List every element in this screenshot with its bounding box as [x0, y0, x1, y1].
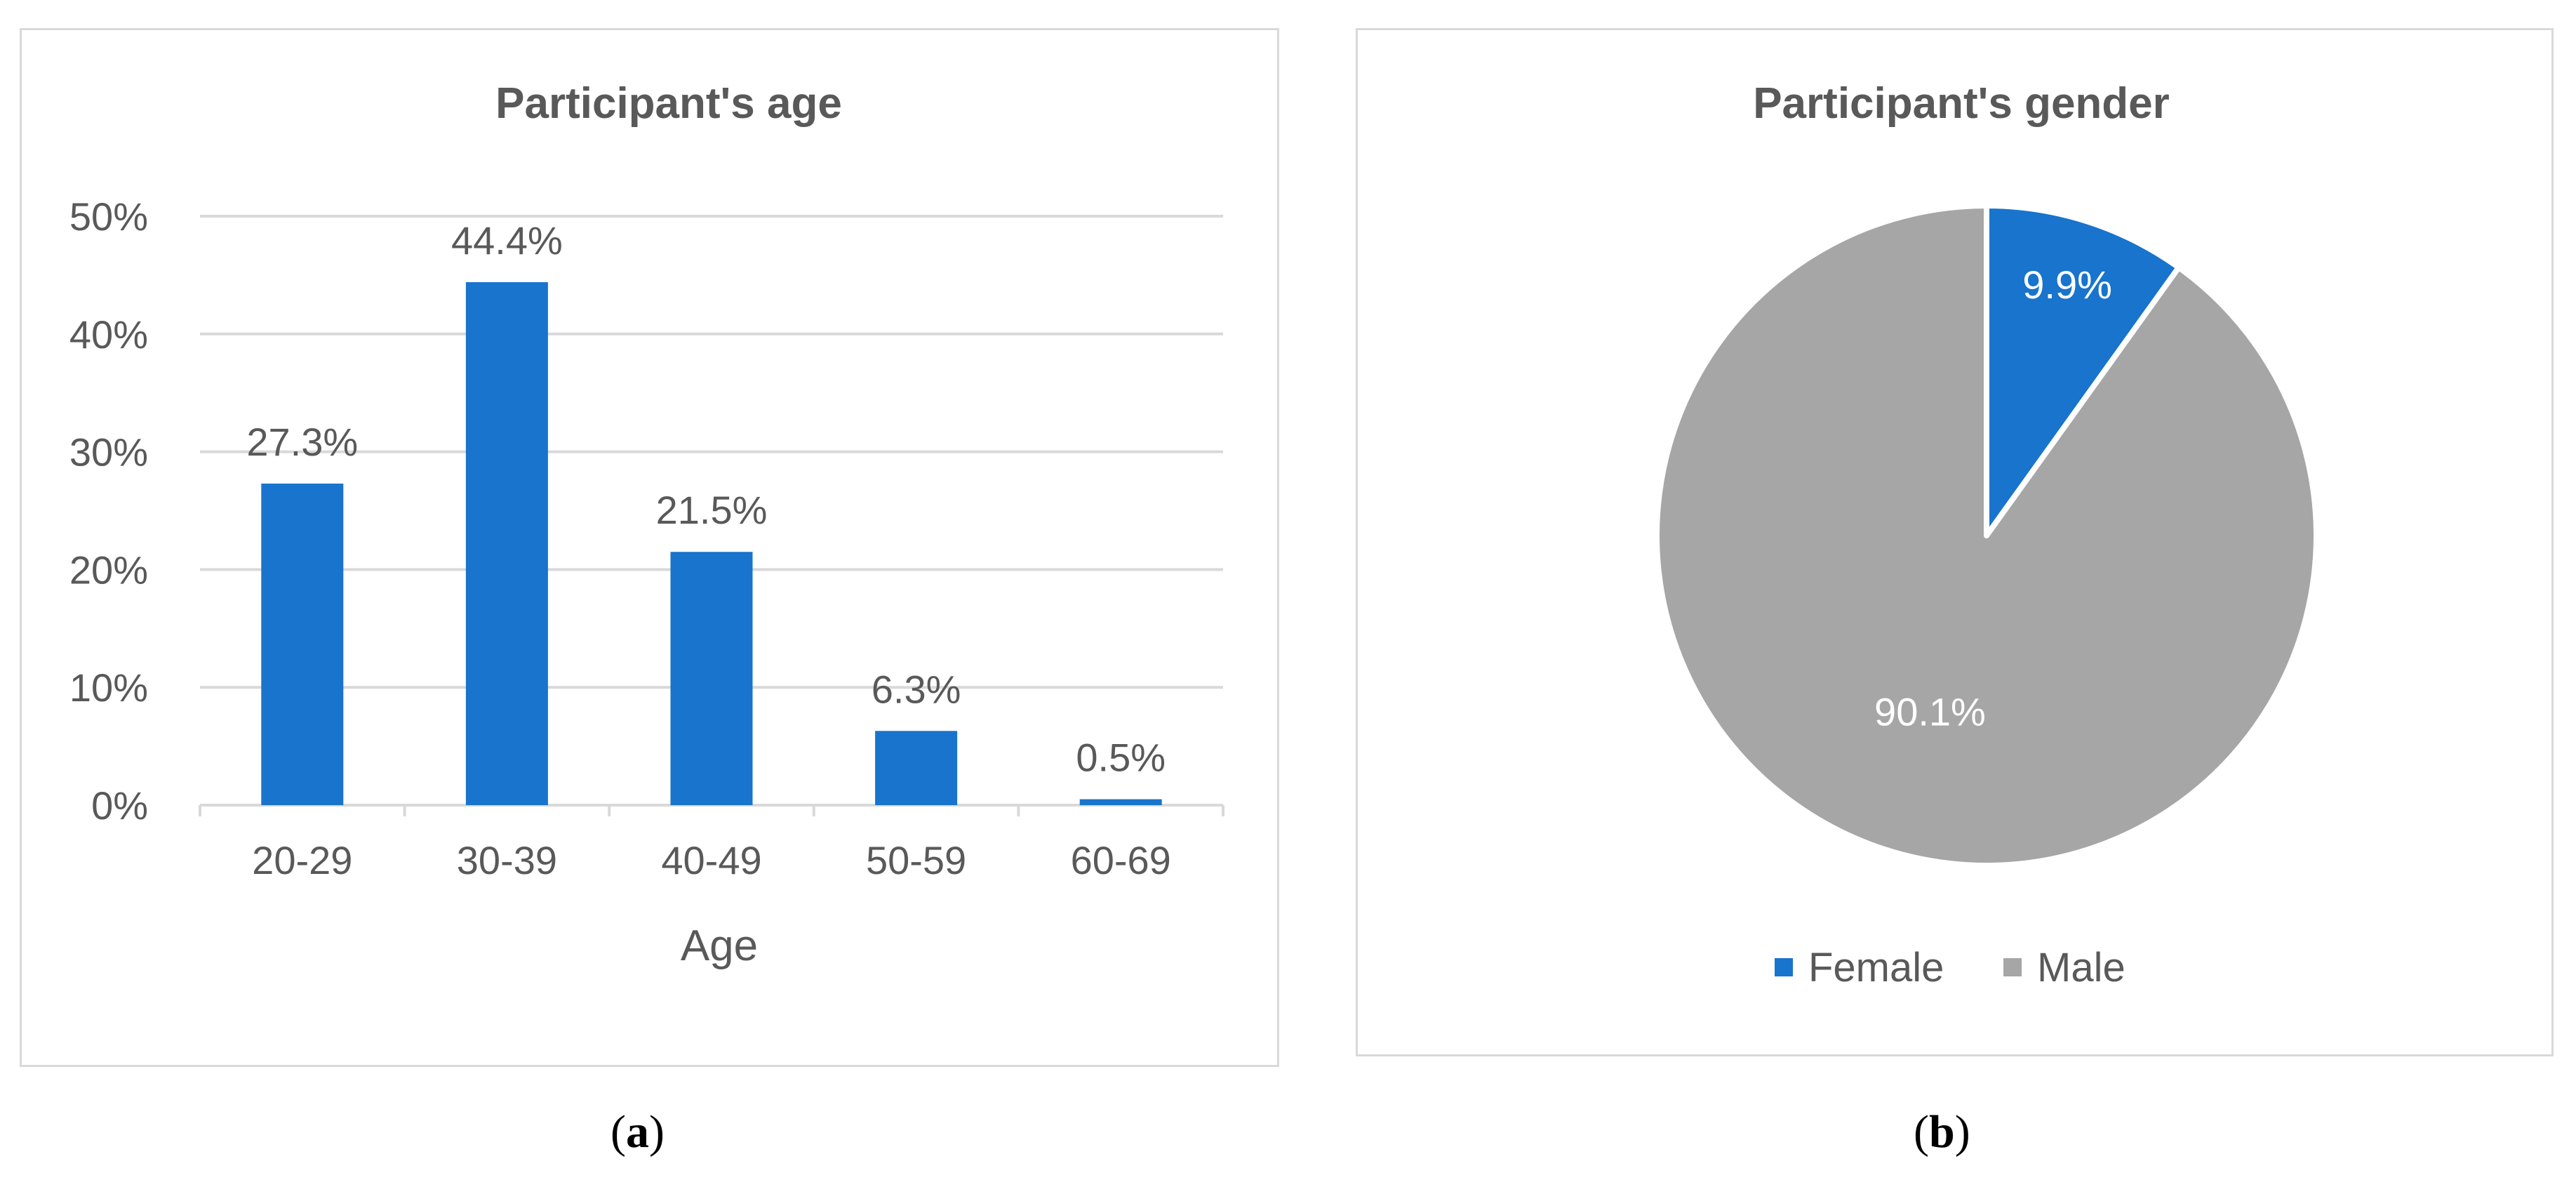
bar-30-39	[465, 281, 548, 805]
bar-data-label: 6.3%	[872, 667, 961, 711]
bar-data-label: 27.3%	[246, 420, 358, 464]
bar-40-49	[670, 552, 753, 805]
gender-chart-panel: Participant's gender 9.9% 90.1% Female Mal…	[1356, 28, 2554, 1056]
pie-slice-female	[1984, 203, 2182, 538]
y-tick-label: 40%	[69, 312, 148, 357]
legend-swatch-male	[2003, 958, 2022, 976]
bar-data-label: 21.5%	[656, 488, 768, 532]
caption-b: (b)	[1914, 1106, 1970, 1158]
x-category-label: 40-49	[661, 838, 761, 882]
y-tick-label: 20%	[69, 548, 148, 592]
gender-chart-title: Participant's gender	[1753, 79, 2170, 128]
y-tick-label: 30%	[69, 430, 148, 475]
age-axis-label: Age	[681, 922, 758, 970]
age-chart-title: Participant's age	[495, 79, 842, 128]
legend-label-male: Male	[2037, 945, 2125, 990]
x-category-label: 30-39	[457, 838, 557, 882]
x-category-label: 20-29	[252, 838, 352, 882]
legend-swatch-female	[1775, 958, 1793, 976]
bar-20-29	[261, 483, 344, 805]
bar-60-69	[1079, 799, 1162, 805]
x-category-label: 50-59	[866, 838, 966, 882]
bar-data-label: 44.4%	[451, 218, 563, 263]
age-bar-chart: Participant's age 0% 10% 20% 30% 40% 50% 27.3…	[69, 79, 1224, 970]
x-category-label: 60-69	[1071, 838, 1171, 882]
pie-slice-male	[1653, 203, 2319, 868]
bar-50-59	[875, 731, 958, 805]
y-tick-label: 10%	[69, 665, 148, 710]
legend-label-female: Female	[1808, 945, 1944, 990]
gender-legend: Female Male	[1775, 945, 2125, 990]
y-tick-label: 0%	[91, 783, 148, 828]
pie-data-label: 90.1%	[1874, 690, 1986, 734]
age-chart-panel: Participant's age 0% 10% 20% 30% 40% 50% 27.3…	[20, 28, 1279, 1067]
y-tick-label: 50%	[69, 194, 148, 239]
caption-a: (a)	[610, 1106, 665, 1158]
gender-pie-chart: Participant's gender 9.9% 90.1% Female Mal…	[1653, 79, 2319, 990]
pie-data-label: 9.9%	[2022, 263, 2112, 307]
bar-data-label: 0.5%	[1076, 736, 1166, 780]
